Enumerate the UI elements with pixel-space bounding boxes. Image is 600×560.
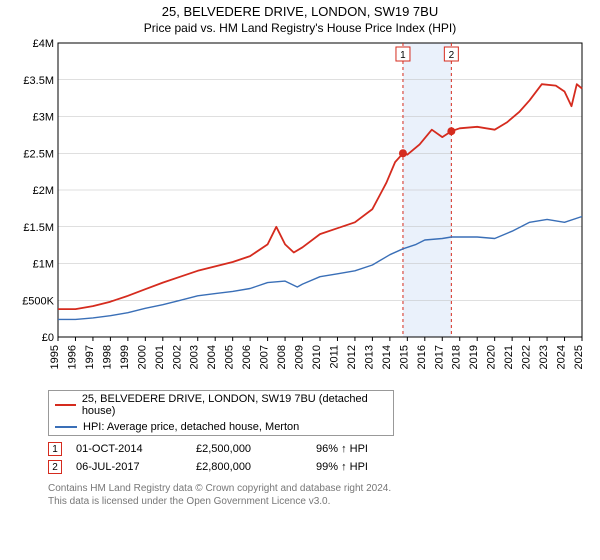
legend-label: HPI: Average price, detached house, Mert… bbox=[83, 421, 299, 433]
svg-text:2023: 2023 bbox=[538, 345, 550, 369]
svg-text:2001: 2001 bbox=[154, 345, 166, 369]
svg-text:£1M: £1M bbox=[33, 259, 54, 271]
sale-date: 06-JUL-2017 bbox=[76, 461, 196, 473]
svg-text:1996: 1996 bbox=[66, 345, 78, 369]
footer-line-2: This data is licensed under the Open Gov… bbox=[48, 495, 590, 508]
sale-marker-box: 1 bbox=[48, 442, 62, 456]
svg-text:1: 1 bbox=[400, 50, 406, 61]
svg-text:1995: 1995 bbox=[49, 345, 61, 369]
svg-text:2003: 2003 bbox=[189, 345, 201, 369]
footer-line-1: Contains HM Land Registry data © Crown c… bbox=[48, 482, 590, 495]
legend-label: 25, BELVEDERE DRIVE, LONDON, SW19 7BU (d… bbox=[82, 393, 387, 417]
svg-text:2004: 2004 bbox=[206, 345, 218, 369]
legend-box: 25, BELVEDERE DRIVE, LONDON, SW19 7BU (d… bbox=[48, 390, 394, 436]
svg-text:2015: 2015 bbox=[398, 345, 410, 369]
sale-price: £2,500,000 bbox=[196, 443, 316, 455]
svg-text:2018: 2018 bbox=[451, 345, 463, 369]
svg-text:£3M: £3M bbox=[33, 112, 54, 124]
legend-item: HPI: Average price, detached house, Mert… bbox=[49, 419, 393, 435]
svg-text:2008: 2008 bbox=[276, 345, 288, 369]
svg-text:£1.5M: £1.5M bbox=[23, 222, 54, 234]
legend-item: 25, BELVEDERE DRIVE, LONDON, SW19 7BU (d… bbox=[49, 391, 393, 419]
svg-text:1997: 1997 bbox=[84, 345, 96, 369]
svg-text:£500K: £500K bbox=[22, 295, 54, 307]
sale-row: 2 06-JUL-2017£2,800,00099% ↑ HPI bbox=[48, 458, 590, 476]
sale-delta: 96% ↑ HPI bbox=[316, 443, 436, 455]
legend-swatch bbox=[55, 404, 76, 406]
sales-list: 1 01-OCT-2014£2,500,00096% ↑ HPI 2 06-JUL-2… bbox=[48, 440, 590, 476]
sale-marker-box: 2 bbox=[48, 460, 62, 474]
svg-text:£2.5M: £2.5M bbox=[23, 148, 54, 160]
svg-text:2019: 2019 bbox=[468, 345, 480, 369]
svg-text:2016: 2016 bbox=[416, 345, 428, 369]
footer-attribution: Contains HM Land Registry data © Crown c… bbox=[48, 482, 590, 508]
svg-text:£3.5M: £3.5M bbox=[23, 75, 54, 87]
svg-text:2005: 2005 bbox=[224, 345, 236, 369]
svg-text:2014: 2014 bbox=[381, 345, 393, 369]
sale-delta: 99% ↑ HPI bbox=[316, 461, 436, 473]
svg-text:2021: 2021 bbox=[503, 345, 515, 369]
sale-date: 01-OCT-2014 bbox=[76, 443, 196, 455]
sale-row: 1 01-OCT-2014£2,500,00096% ↑ HPI bbox=[48, 440, 590, 458]
svg-text:2000: 2000 bbox=[136, 345, 148, 369]
svg-text:1998: 1998 bbox=[101, 345, 113, 369]
svg-text:2022: 2022 bbox=[521, 345, 533, 369]
svg-text:2025: 2025 bbox=[573, 345, 585, 369]
sale-price: £2,800,000 bbox=[196, 461, 316, 473]
svg-text:2007: 2007 bbox=[259, 345, 271, 369]
svg-text:2: 2 bbox=[449, 50, 455, 61]
legend-swatch bbox=[55, 426, 77, 428]
page-title: 25, BELVEDERE DRIVE, LONDON, SW19 7BU bbox=[0, 0, 600, 19]
svg-text:2013: 2013 bbox=[363, 345, 375, 369]
svg-text:2020: 2020 bbox=[486, 345, 498, 369]
svg-text:2017: 2017 bbox=[433, 345, 445, 369]
price-chart: £0 £500K £1M £1.5M £2M £2.5M £3M £3.5M £4M 1995 19… bbox=[10, 39, 590, 384]
svg-text:2009: 2009 bbox=[294, 345, 306, 369]
svg-text:2002: 2002 bbox=[171, 345, 183, 369]
svg-text:2024: 2024 bbox=[556, 345, 568, 369]
svg-text:£4M: £4M bbox=[33, 39, 54, 50]
svg-text:1999: 1999 bbox=[119, 345, 131, 369]
svg-text:2006: 2006 bbox=[241, 345, 253, 369]
chart-svg: £0 £500K £1M £1.5M £2M £2.5M £3M £3.5M £4M 1995 19… bbox=[10, 39, 590, 384]
page-subtitle: Price paid vs. HM Land Registry's House … bbox=[0, 19, 600, 39]
svg-text:2010: 2010 bbox=[311, 345, 323, 369]
svg-text:£0: £0 bbox=[42, 332, 54, 344]
svg-text:2011: 2011 bbox=[328, 345, 340, 369]
svg-text:2012: 2012 bbox=[346, 345, 358, 369]
svg-text:£2M: £2M bbox=[33, 185, 54, 197]
